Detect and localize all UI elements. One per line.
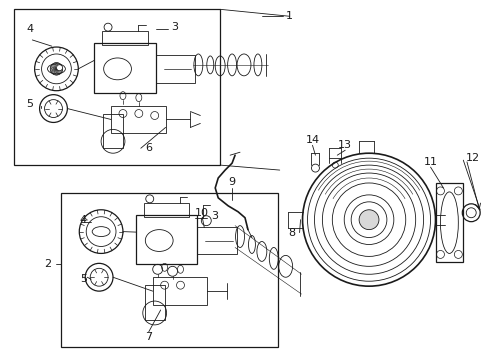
Ellipse shape: [56, 64, 62, 70]
Ellipse shape: [55, 69, 61, 75]
Text: 3: 3: [171, 22, 178, 32]
Ellipse shape: [50, 65, 56, 71]
Text: 10: 10: [195, 208, 209, 218]
Text: 4: 4: [80, 215, 87, 225]
Text: 14: 14: [305, 135, 319, 145]
Text: 2: 2: [44, 259, 51, 269]
Ellipse shape: [57, 65, 62, 71]
Text: 9: 9: [228, 177, 235, 187]
Bar: [103, 113, 122, 148]
Bar: [155, 55, 195, 83]
Ellipse shape: [54, 63, 60, 69]
Bar: [14, 9, 220, 165]
Bar: [94, 43, 155, 93]
Bar: [61, 193, 277, 347]
Ellipse shape: [50, 66, 56, 72]
Ellipse shape: [52, 69, 58, 75]
Ellipse shape: [54, 69, 60, 75]
Ellipse shape: [51, 68, 57, 74]
Text: 6: 6: [145, 143, 152, 153]
Ellipse shape: [55, 63, 61, 69]
Bar: [197, 227, 237, 255]
Text: 5: 5: [26, 99, 33, 109]
Bar: [435, 183, 462, 262]
Bar: [143, 203, 189, 217]
Text: 11: 11: [423, 157, 437, 167]
Bar: [144, 285, 164, 320]
Bar: [152, 277, 207, 305]
Text: 13: 13: [338, 140, 351, 150]
Ellipse shape: [51, 64, 57, 70]
Ellipse shape: [57, 66, 62, 72]
Bar: [111, 105, 165, 133]
Text: 8: 8: [287, 228, 295, 238]
Text: 3: 3: [210, 211, 217, 221]
Ellipse shape: [50, 67, 56, 73]
Ellipse shape: [57, 67, 62, 73]
Text: 5: 5: [80, 274, 86, 284]
Text: 1: 1: [285, 11, 292, 21]
Bar: [136, 215, 197, 264]
Ellipse shape: [53, 69, 59, 75]
Ellipse shape: [52, 63, 58, 69]
Bar: [102, 31, 147, 45]
Text: 4: 4: [26, 24, 33, 34]
Text: 7: 7: [145, 332, 152, 342]
Circle shape: [358, 210, 378, 230]
Text: 12: 12: [465, 153, 479, 163]
Ellipse shape: [53, 63, 59, 69]
Ellipse shape: [56, 68, 62, 74]
